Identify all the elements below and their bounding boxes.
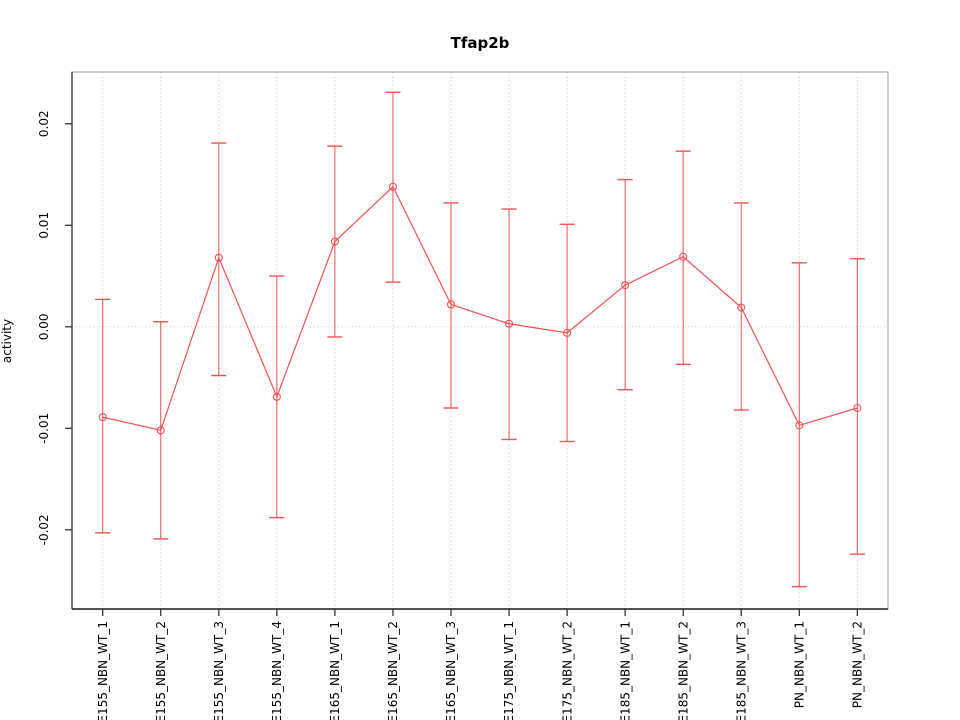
data-point-marker bbox=[214, 253, 223, 262]
data-point-marker bbox=[446, 300, 456, 309]
x-tick-label: E185_NBN_WT_1 bbox=[618, 621, 632, 720]
x-tick-label: E185_NBN_WT_3 bbox=[734, 621, 748, 720]
x-tick-label: E165_NBN_WT_1 bbox=[328, 621, 342, 720]
data-point-marker bbox=[156, 426, 165, 435]
data-point-marker bbox=[272, 392, 281, 401]
x-tick-label: PN_NBN_WT_2 bbox=[851, 621, 865, 708]
data-point-marker bbox=[330, 237, 339, 246]
data-point-marker bbox=[621, 281, 630, 290]
chart-title: Tfap2b bbox=[450, 34, 510, 52]
data-point-marker bbox=[388, 182, 398, 191]
x-tick-label: E155_NBN_WT_1 bbox=[96, 621, 110, 720]
y-tick-label: 0.01 bbox=[37, 212, 51, 239]
y-tick-label: 0.00 bbox=[37, 313, 51, 340]
y-tick-label: 0.02 bbox=[37, 110, 51, 137]
y-tick-label: -0.02 bbox=[37, 514, 51, 545]
data-point-marker bbox=[679, 252, 688, 261]
x-tick-label: E155_NBN_WT_3 bbox=[212, 621, 226, 720]
data-point-marker bbox=[853, 403, 862, 413]
data-point-marker bbox=[504, 319, 514, 328]
x-tick-label: E175_NBN_WT_1 bbox=[502, 621, 516, 720]
x-tick-label: E165_NBN_WT_2 bbox=[386, 621, 400, 720]
x-tick-label: E155_NBN_WT_2 bbox=[154, 621, 168, 720]
data-point-marker bbox=[98, 413, 107, 422]
x-tick-label: E185_NBN_WT_2 bbox=[676, 621, 690, 720]
x-tick-label: E175_NBN_WT_2 bbox=[560, 621, 574, 720]
data-point-marker bbox=[795, 421, 804, 430]
data-point-marker bbox=[737, 303, 746, 312]
x-tick-label: E155_NBN_WT_4 bbox=[270, 621, 284, 720]
x-tick-label: PN_NBN_WT_1 bbox=[793, 621, 807, 708]
plot-border bbox=[71, 71, 889, 610]
series-line bbox=[102, 185, 858, 432]
data-point-marker bbox=[563, 328, 572, 337]
y-tick-label: -0.01 bbox=[37, 413, 51, 444]
x-tick-label: E165_NBN_WT_3 bbox=[444, 621, 458, 720]
